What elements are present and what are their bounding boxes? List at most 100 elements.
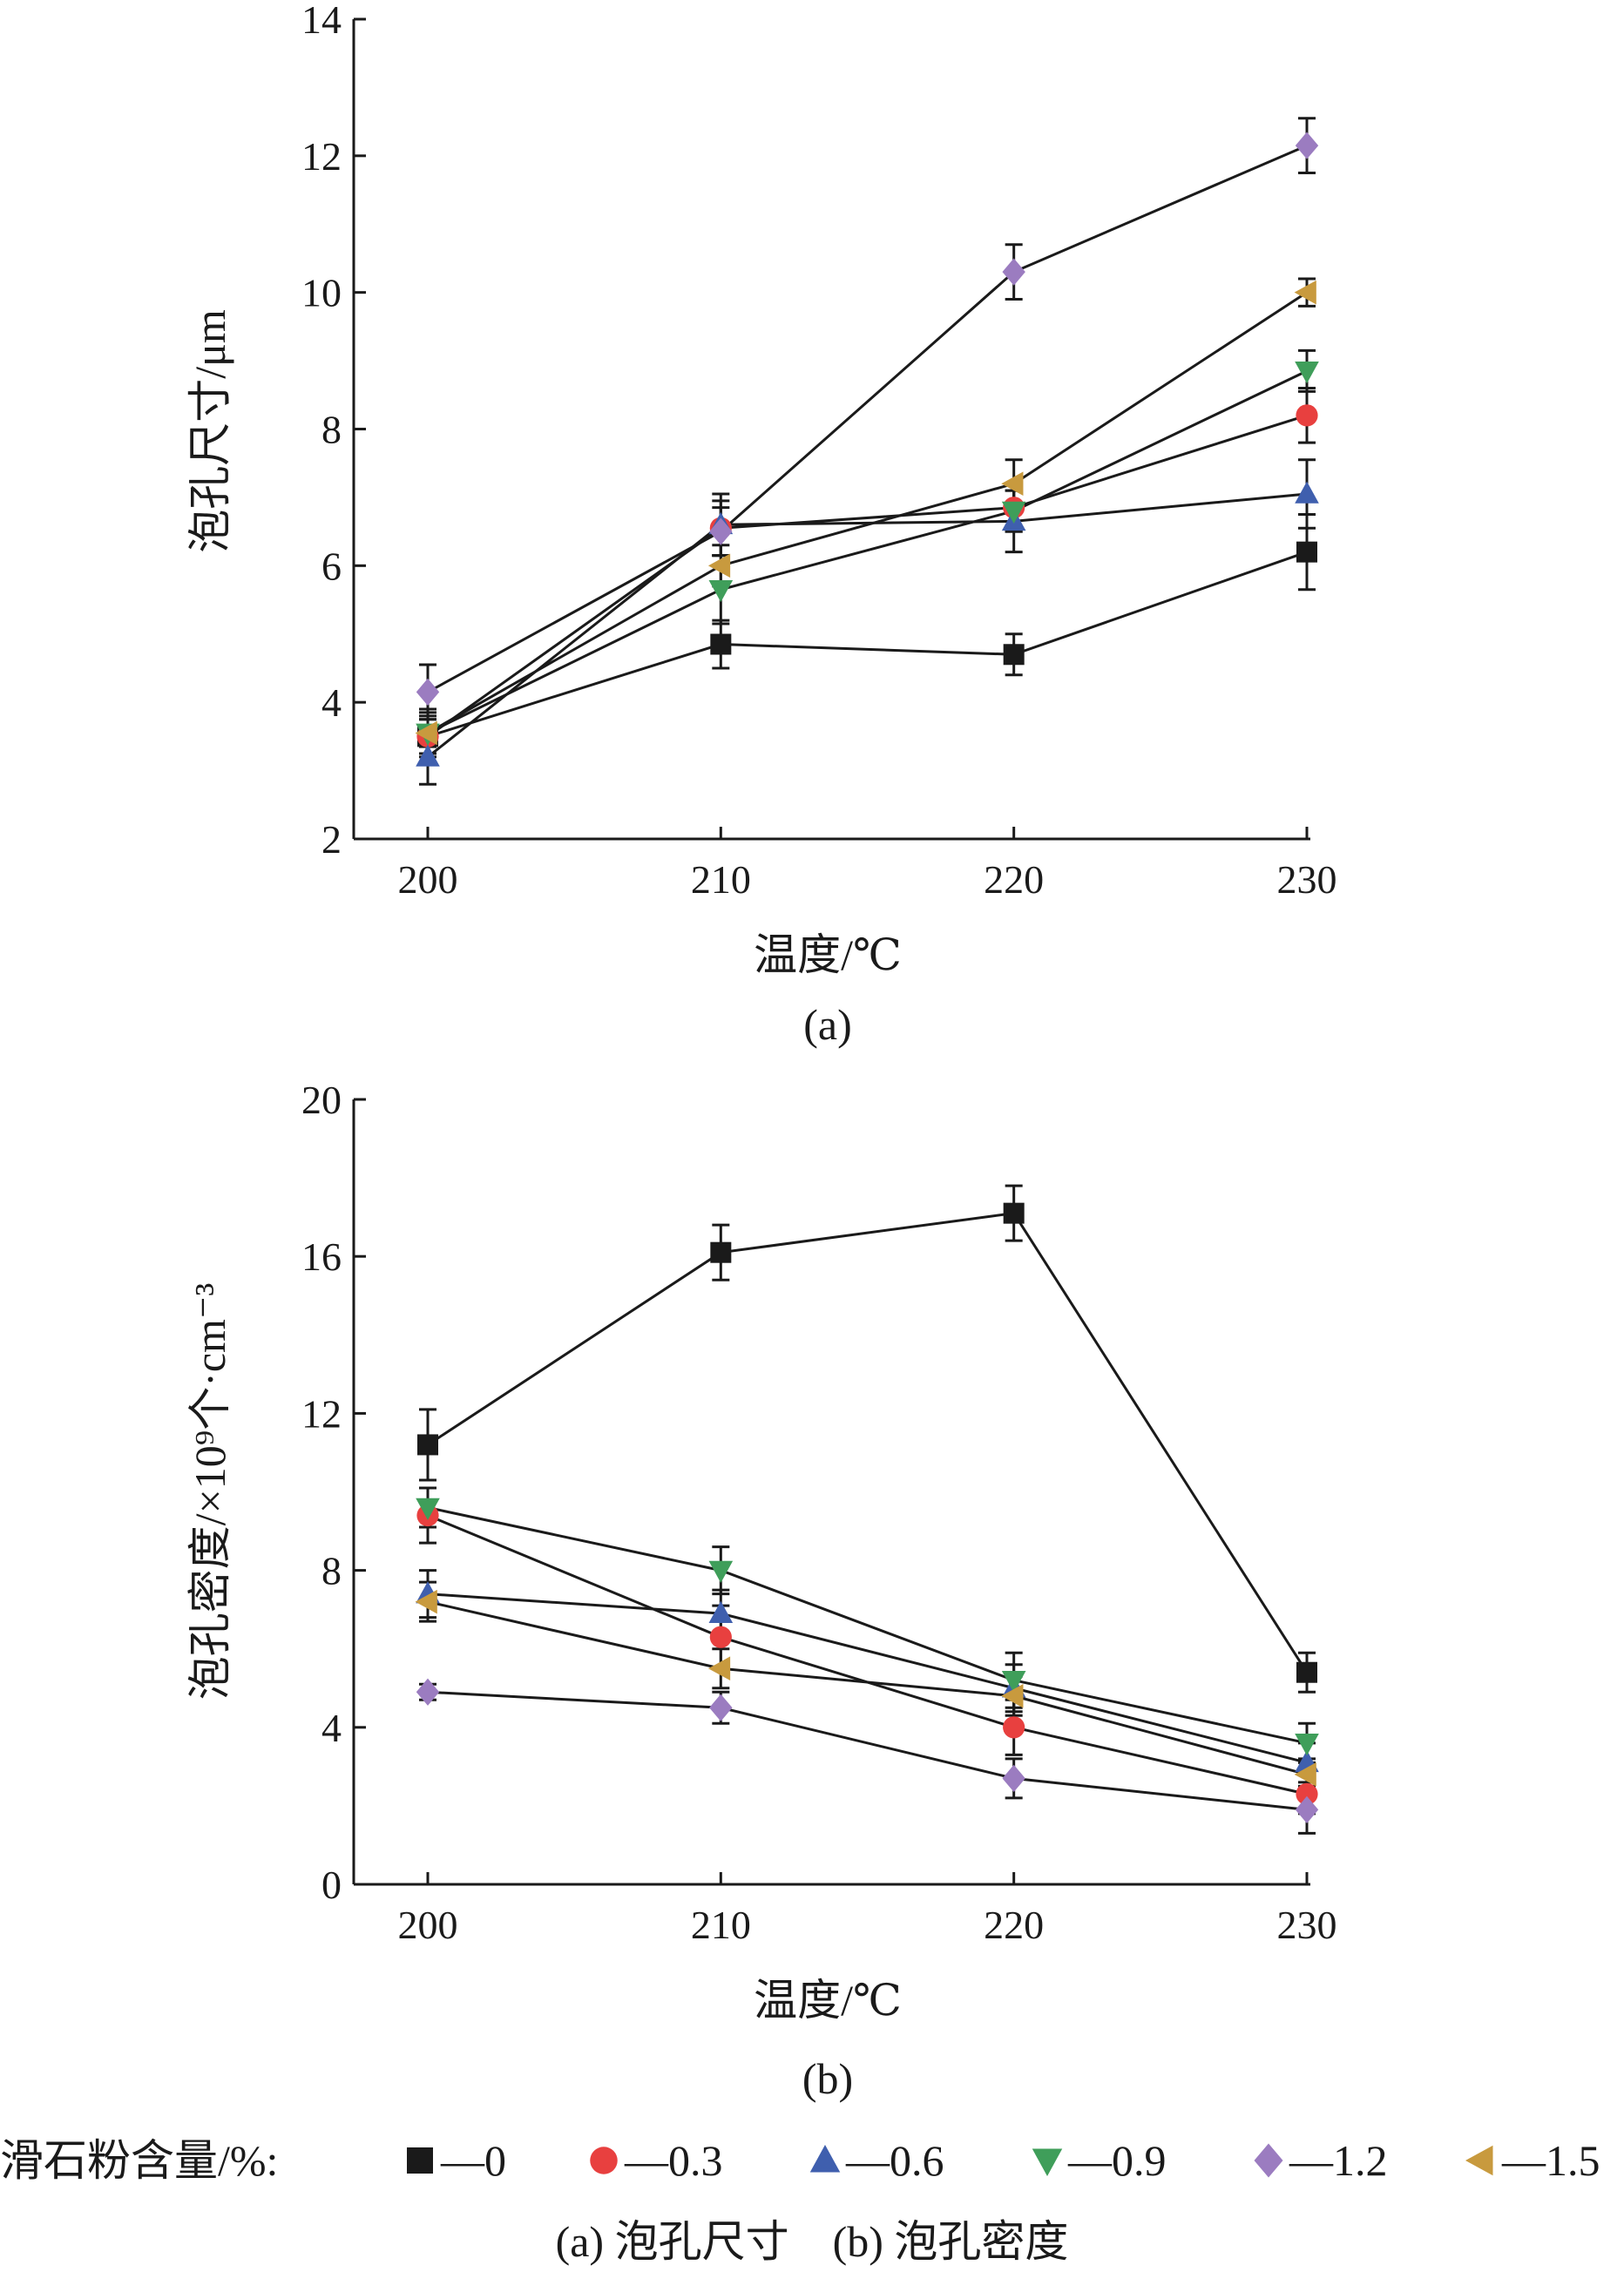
data-point-a-0.6 bbox=[1295, 481, 1319, 504]
data-point-b-0.3 bbox=[1003, 1716, 1025, 1739]
legend-entries: —0 —0.3 —0.6 —0.9 —1.2 —1.5 bbox=[407, 2136, 1600, 2185]
x-tick-label-a: 210 bbox=[691, 857, 751, 902]
data-point-a-1.5 bbox=[1294, 280, 1316, 305]
x-tick-label-b: 200 bbox=[398, 1903, 458, 1947]
legend-entry: —1.5 bbox=[1465, 2136, 1600, 2185]
panel-label-a: (a) bbox=[803, 1000, 852, 1049]
data-point-a-0 bbox=[710, 633, 732, 655]
y-tick-label-a: 14 bbox=[301, 0, 342, 42]
y-axis-title-a: 泡孔尺寸/μm bbox=[186, 309, 234, 553]
data-point-b-1.5 bbox=[1001, 1683, 1024, 1708]
legend-entry-label: —1.2 bbox=[1289, 2136, 1388, 2185]
series-line-b-0.3 bbox=[427, 1514, 1308, 1795]
legend-marker-triangle-left bbox=[1465, 2145, 1493, 2176]
data-point-b-1.2 bbox=[709, 1694, 733, 1721]
y-tick-label-a: 12 bbox=[301, 134, 342, 179]
x-tick-label-a: 230 bbox=[1277, 857, 1337, 902]
x-tick-label-a: 200 bbox=[398, 857, 458, 902]
data-point-a-1.5 bbox=[415, 720, 437, 746]
data-point-a-1.5 bbox=[1001, 471, 1024, 497]
plot-area-b: 0 4 8 12 16 20 200 210 220 230 bbox=[301, 1078, 1337, 1947]
legend: 滑石粉含量/%: —0 —0.3 —0.6 —0.9 —1.2 —1.5 bbox=[0, 2136, 1600, 2185]
series-line-a-1.2 bbox=[427, 144, 1308, 693]
y-tick-label-a: 8 bbox=[321, 408, 342, 452]
series-line-b-0 bbox=[427, 1212, 1309, 1674]
series-line-b-0.9 bbox=[427, 1506, 1308, 1745]
y-tick-label-a: 10 bbox=[301, 271, 342, 315]
series-line-a-0 bbox=[427, 551, 1308, 738]
data-point-a-0.9 bbox=[708, 579, 734, 603]
legend-entry: —0.9 bbox=[1032, 2136, 1167, 2185]
x-axis-title-b: 温度/℃ bbox=[754, 1976, 902, 2025]
data-point-b-0.3 bbox=[1296, 1782, 1318, 1805]
data-point-b-1.2 bbox=[416, 1678, 440, 1706]
legend-marker-square bbox=[407, 2147, 433, 2174]
y-tick-label-a: 2 bbox=[321, 817, 342, 862]
data-point-a-0 bbox=[1003, 644, 1025, 666]
series-line-b-1.2 bbox=[427, 1690, 1308, 1811]
data-point-b-0.9 bbox=[416, 1498, 440, 1520]
y-tick-label-b: 20 bbox=[301, 1078, 342, 1122]
data-point-b-0 bbox=[1296, 1661, 1317, 1683]
y-tick-label-b: 0 bbox=[321, 1863, 342, 1907]
data-point-a-1.2 bbox=[709, 517, 733, 545]
data-point-b-0.9 bbox=[1001, 1670, 1026, 1694]
data-point-b-1.2 bbox=[1295, 1795, 1319, 1824]
x-tick-label-b: 230 bbox=[1277, 1903, 1337, 1947]
legend-entry-label: —0.3 bbox=[624, 2136, 723, 2185]
series-line-a-0.6 bbox=[427, 492, 1308, 759]
y-tick-label-b: 16 bbox=[301, 1234, 342, 1279]
series-line-a-0.9 bbox=[427, 369, 1308, 734]
data-point-b-1.5 bbox=[707, 1656, 731, 1681]
y-tick-label-b: 8 bbox=[321, 1549, 342, 1593]
legend-marker-triangle-down bbox=[1032, 2148, 1063, 2176]
chart-panel-b: 0 4 8 12 16 20 200 210 220 230 泡孔密度/×10⁹个·cm⁻³ 温度… bbox=[186, 1078, 1337, 2103]
data-point-b-0 bbox=[417, 1434, 438, 1456]
legend-entry-label: —0 bbox=[440, 2136, 506, 2185]
x-tick-label-b: 210 bbox=[691, 1903, 751, 1947]
data-point-b-0 bbox=[1003, 1202, 1025, 1224]
y-tick-label-b: 12 bbox=[301, 1391, 342, 1436]
data-point-b-0.3 bbox=[709, 1626, 732, 1648]
panel-label-b: (b) bbox=[802, 2054, 853, 2103]
data-point-a-0.3 bbox=[1296, 404, 1318, 427]
data-point-a-0.9 bbox=[1295, 362, 1319, 384]
x-tick-label-b: 220 bbox=[984, 1903, 1044, 1947]
y-tick-label-b: 4 bbox=[321, 1706, 342, 1750]
legend-entry-label: —0.6 bbox=[845, 2136, 944, 2185]
data-point-b-1.2 bbox=[1002, 1764, 1025, 1792]
legend-entry-label: —0.9 bbox=[1067, 2136, 1167, 2185]
data-point-b-0.9 bbox=[708, 1560, 734, 1583]
y-tick-label-a: 6 bbox=[321, 544, 342, 588]
chart-panel-a: 2 4 6 8 10 12 14 200 210 220 230 泡孔尺寸/μm 温度/℃ (a) bbox=[186, 0, 1337, 1049]
legend-marker-triangle-up bbox=[809, 2145, 841, 2173]
legend-entry: —0.6 bbox=[809, 2136, 944, 2185]
legend-entry: —0 bbox=[407, 2136, 506, 2185]
series-line-b-0.6 bbox=[427, 1592, 1308, 1764]
series-line-b-1.5 bbox=[427, 1600, 1308, 1776]
legend-entry-label: —1.5 bbox=[1501, 2136, 1600, 2185]
legend-entry: —0.3 bbox=[590, 2136, 723, 2185]
x-axis-title-a: 温度/℃ bbox=[754, 930, 902, 979]
data-point-b-0.9 bbox=[1295, 1734, 1319, 1756]
plot-area-a: 2 4 6 8 10 12 14 200 210 220 230 bbox=[301, 0, 1337, 902]
data-point-a-1.5 bbox=[707, 553, 731, 578]
data-point-a-1.2 bbox=[416, 678, 440, 707]
legend-marker-diamond bbox=[1254, 2143, 1283, 2178]
data-point-a-1.2 bbox=[1295, 132, 1319, 159]
data-point-b-1.5 bbox=[415, 1589, 437, 1614]
data-point-a-0.9 bbox=[1001, 501, 1026, 524]
data-point-b-1.5 bbox=[1294, 1762, 1316, 1787]
legend-marker-circle bbox=[590, 2147, 618, 2174]
data-point-a-1.2 bbox=[1002, 258, 1025, 286]
legend-entry: —1.2 bbox=[1254, 2136, 1388, 2185]
data-point-b-0.6 bbox=[708, 1600, 734, 1623]
series-line-a-0.3 bbox=[427, 414, 1308, 738]
y-tick-label-a: 4 bbox=[321, 680, 342, 725]
x-tick-label-a: 220 bbox=[984, 857, 1044, 902]
figure-caption: (a) 泡孔尺寸 (b) 泡孔密度 bbox=[556, 2217, 1069, 2266]
y-axis-title-b: 泡孔密度/×10⁹个·cm⁻³ bbox=[186, 1283, 234, 1701]
legend-title: 滑石粉含量/%: bbox=[0, 2136, 278, 2185]
data-point-a-0.6 bbox=[416, 744, 440, 767]
